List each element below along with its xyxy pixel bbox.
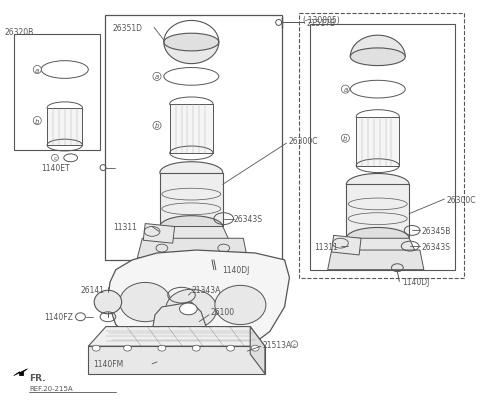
Bar bbox=[14, 35, 100, 151]
Text: 26343S: 26343S bbox=[233, 215, 263, 224]
Text: 26343S: 26343S bbox=[422, 242, 451, 251]
Ellipse shape bbox=[166, 290, 217, 329]
Text: 11311: 11311 bbox=[113, 223, 137, 231]
Text: 11311: 11311 bbox=[314, 242, 338, 251]
Polygon shape bbox=[328, 250, 424, 270]
Ellipse shape bbox=[180, 303, 197, 315]
Bar bbox=[356, 117, 399, 166]
Text: 26141: 26141 bbox=[81, 285, 105, 294]
Bar bbox=[170, 105, 213, 154]
Polygon shape bbox=[332, 236, 361, 255]
Text: b: b bbox=[155, 123, 159, 129]
Ellipse shape bbox=[158, 345, 166, 351]
Text: 1140DJ: 1140DJ bbox=[222, 265, 249, 274]
Ellipse shape bbox=[350, 49, 405, 67]
Ellipse shape bbox=[164, 69, 219, 86]
Text: REF.20-215A: REF.20-215A bbox=[29, 385, 73, 391]
Text: 26100: 26100 bbox=[211, 308, 235, 316]
Polygon shape bbox=[152, 302, 206, 351]
Text: a: a bbox=[155, 74, 159, 80]
Text: 26300C: 26300C bbox=[446, 195, 476, 204]
Ellipse shape bbox=[347, 174, 409, 196]
Text: 26345B: 26345B bbox=[422, 226, 451, 235]
Text: 1140DJ: 1140DJ bbox=[402, 277, 430, 286]
Text: 21343A: 21343A bbox=[192, 285, 221, 294]
Text: b: b bbox=[343, 136, 348, 142]
Text: FR.: FR. bbox=[29, 373, 46, 382]
Bar bbox=[47, 109, 83, 146]
Ellipse shape bbox=[347, 228, 409, 249]
Ellipse shape bbox=[168, 332, 192, 351]
Bar bbox=[299, 14, 464, 278]
Polygon shape bbox=[137, 239, 247, 258]
Ellipse shape bbox=[160, 162, 223, 184]
Ellipse shape bbox=[192, 345, 200, 351]
Bar bbox=[310, 25, 455, 270]
Ellipse shape bbox=[227, 345, 235, 351]
Polygon shape bbox=[164, 43, 219, 65]
Polygon shape bbox=[350, 36, 405, 58]
Polygon shape bbox=[14, 369, 27, 376]
Ellipse shape bbox=[160, 216, 223, 238]
Polygon shape bbox=[88, 346, 265, 374]
Ellipse shape bbox=[164, 34, 219, 52]
Ellipse shape bbox=[350, 81, 405, 99]
Ellipse shape bbox=[92, 345, 100, 351]
Text: 1140ET: 1140ET bbox=[41, 164, 70, 173]
Bar bbox=[105, 16, 282, 260]
Text: (-130805): (-130805) bbox=[302, 16, 340, 25]
Ellipse shape bbox=[124, 345, 132, 351]
Polygon shape bbox=[143, 224, 175, 243]
Polygon shape bbox=[250, 327, 265, 374]
Ellipse shape bbox=[94, 291, 121, 314]
Text: 26351D: 26351D bbox=[113, 24, 143, 33]
Bar bbox=[347, 185, 409, 239]
Polygon shape bbox=[108, 250, 289, 358]
Ellipse shape bbox=[251, 345, 259, 351]
Bar bbox=[160, 173, 223, 227]
Polygon shape bbox=[88, 327, 265, 346]
Text: b: b bbox=[35, 118, 39, 124]
Text: a: a bbox=[343, 87, 348, 93]
Text: c: c bbox=[293, 342, 296, 347]
Polygon shape bbox=[152, 227, 230, 243]
Ellipse shape bbox=[215, 286, 266, 325]
Text: 1140FM: 1140FM bbox=[93, 359, 123, 369]
Text: c: c bbox=[53, 156, 57, 161]
Text: a: a bbox=[35, 67, 39, 73]
Text: 26300C: 26300C bbox=[288, 136, 318, 145]
Ellipse shape bbox=[120, 283, 171, 322]
Text: 21513A: 21513A bbox=[263, 340, 292, 349]
Polygon shape bbox=[338, 239, 417, 255]
Text: 1140FZ: 1140FZ bbox=[44, 312, 73, 322]
Text: 26320B: 26320B bbox=[5, 28, 34, 36]
Text: 21517B: 21517B bbox=[306, 19, 335, 28]
